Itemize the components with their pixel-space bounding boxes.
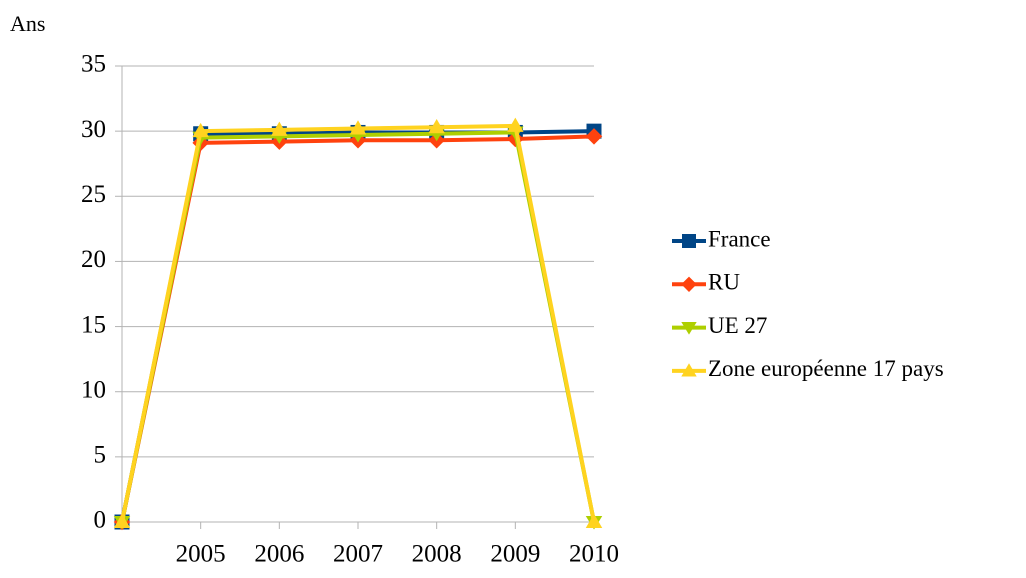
x-tick-label: 2005 [176, 541, 226, 568]
y-tick-label: 5 [94, 442, 107, 469]
x-tick-label: 2006 [254, 541, 304, 568]
y-tick-label: 20 [81, 246, 106, 273]
legend-label: UE 27 [708, 313, 767, 338]
y-tick-label: 0 [94, 507, 107, 534]
y-tick-label: 10 [81, 376, 106, 403]
series-line [120, 134, 595, 523]
y-tick-label: 35 [81, 51, 106, 78]
legend-marker [681, 322, 697, 335]
data-point [271, 121, 288, 136]
x-tick-label: 2010 [569, 541, 619, 568]
data-point [428, 118, 445, 134]
x-tick-label: 2007 [333, 541, 383, 568]
y-axis-label: Ans [10, 11, 45, 36]
data-point [585, 128, 603, 145]
x-tick-label: 2009 [490, 541, 540, 568]
data-point [113, 513, 131, 528]
legend-marker [681, 363, 697, 377]
legend-label: France [708, 226, 771, 251]
data-point [349, 120, 367, 135]
data-point [192, 122, 209, 138]
legend-label: RU [708, 270, 740, 295]
series-line [120, 130, 596, 523]
y-tick-label: 30 [81, 116, 106, 143]
data-point [585, 513, 603, 528]
legend-marker [682, 234, 696, 248]
y-tick-label: 15 [81, 311, 106, 338]
y-tick-label: 25 [81, 181, 106, 208]
legend-marker [681, 276, 697, 292]
data-point [507, 117, 524, 132]
x-tick-label: 2008 [412, 541, 462, 568]
legend-label: Zone européenne 17 pays [708, 356, 944, 381]
